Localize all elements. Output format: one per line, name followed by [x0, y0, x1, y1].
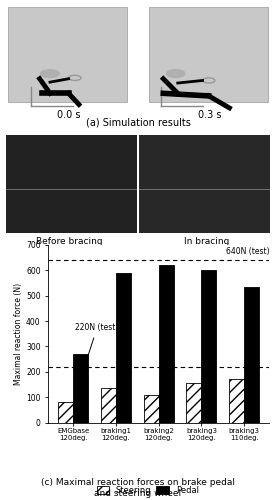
Circle shape: [166, 70, 185, 78]
Text: 640N (test): 640N (test): [226, 248, 270, 256]
Bar: [58, 402, 73, 422]
Text: (b) Volunteer tests: (b) Volunteer tests: [92, 247, 184, 257]
Legend: Steering, Pedal: Steering, Pedal: [95, 484, 200, 496]
Bar: [144, 394, 159, 422]
Bar: [116, 273, 131, 422]
Bar: [201, 270, 216, 422]
Bar: [73, 354, 88, 422]
Bar: [244, 287, 259, 422]
Circle shape: [41, 70, 59, 78]
Bar: [101, 388, 116, 422]
Text: 0.3 s: 0.3 s: [198, 110, 221, 120]
Bar: [148, 7, 268, 102]
Bar: [229, 380, 244, 422]
Bar: [187, 383, 201, 422]
Text: (c) Maximal reaction forces on brake pedal
and steering wheel: (c) Maximal reaction forces on brake ped…: [41, 478, 235, 498]
Bar: [6, 135, 137, 232]
Text: Before bracing: Before bracing: [36, 238, 102, 246]
Bar: [159, 266, 174, 422]
Bar: [139, 135, 270, 232]
Text: (a) Simulation results: (a) Simulation results: [86, 117, 190, 127]
Text: 0.0 s: 0.0 s: [57, 110, 81, 120]
Text: In bracing: In bracing: [184, 238, 230, 246]
Bar: [8, 7, 128, 102]
Y-axis label: Maximal reaction force (N): Maximal reaction force (N): [14, 282, 23, 385]
Text: 220N (test): 220N (test): [75, 324, 119, 364]
